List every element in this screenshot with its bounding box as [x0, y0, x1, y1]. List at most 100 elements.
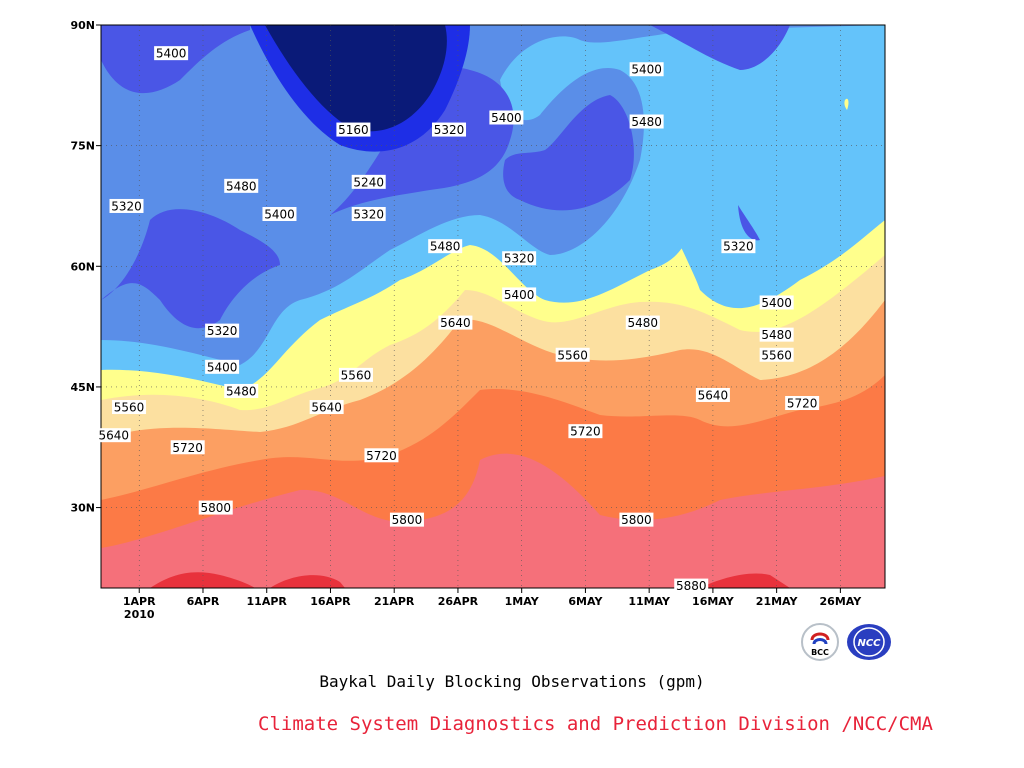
- svg-text:5480: 5480: [761, 328, 792, 342]
- contour-label: 5480: [625, 315, 660, 330]
- contour-label: 5800: [198, 500, 233, 515]
- x-tick-label: 6MAY: [568, 595, 603, 608]
- svg-text:5400: 5400: [491, 111, 522, 125]
- contour-label: 5480: [428, 239, 463, 254]
- y-tick-label: 75N: [70, 140, 95, 153]
- contour-label: 5560: [555, 347, 590, 362]
- svg-text:5800: 5800: [200, 501, 231, 515]
- contour-label: 5800: [389, 512, 424, 527]
- svg-text:5560: 5560: [761, 348, 792, 362]
- credit-line: Climate System Diagnostics and Predictio…: [258, 713, 933, 735]
- contour-label: 5800: [619, 512, 654, 527]
- x-tick-label: 21APR: [374, 595, 415, 608]
- svg-text:5720: 5720: [570, 425, 601, 439]
- contour-label: 5400: [205, 359, 240, 374]
- x-axis-year-label: 2010: [124, 608, 155, 621]
- x-tick-label: 26MAY: [820, 595, 863, 608]
- contour-label: 5480: [224, 178, 259, 193]
- contour-label: 5320: [351, 207, 386, 222]
- svg-text:5480: 5480: [631, 115, 662, 129]
- svg-text:5400: 5400: [631, 63, 662, 77]
- svg-text:5640: 5640: [311, 401, 342, 415]
- bcc-logo: BCC: [801, 623, 839, 661]
- svg-text:5640: 5640: [98, 429, 129, 443]
- band-above-5880-b: [270, 575, 345, 588]
- contour-label: 5400: [262, 207, 297, 222]
- svg-text:5560: 5560: [341, 368, 372, 382]
- contour-label: 5160: [336, 122, 371, 137]
- ncc-logo: NCC: [847, 624, 891, 660]
- svg-text:5880: 5880: [676, 579, 707, 593]
- ncc-logo-text: NCC: [857, 638, 881, 649]
- svg-text:5160: 5160: [338, 123, 369, 137]
- contour-fills: [101, 25, 885, 588]
- contour-label: 5320: [721, 239, 756, 254]
- svg-text:5720: 5720: [787, 397, 818, 411]
- contour-label: 5560: [112, 400, 147, 415]
- contour-label: 5640: [309, 400, 344, 415]
- contour-label: 5320: [432, 122, 467, 137]
- contour-label: 5480: [224, 383, 259, 398]
- contour-label: 5320: [205, 323, 240, 338]
- plot-frame: [100, 24, 886, 589]
- svg-text:5400: 5400: [207, 360, 238, 374]
- svg-text:5320: 5320: [434, 123, 465, 137]
- svg-text:5320: 5320: [504, 252, 535, 266]
- svg-text:5320: 5320: [353, 208, 384, 222]
- contour-label: 5560: [759, 347, 794, 362]
- x-tick-label: 1APR: [123, 595, 156, 608]
- contour-label: 5720: [170, 440, 205, 455]
- contour-label: 5400: [489, 110, 524, 125]
- x-tick-label: 21MAY: [756, 595, 799, 608]
- contour-label: 5640: [96, 428, 131, 443]
- svg-text:5720: 5720: [172, 441, 203, 455]
- x-tick-label: 26APR: [438, 595, 479, 608]
- contour-label: 5880: [674, 578, 709, 593]
- y-tick-label: 45N: [70, 381, 95, 394]
- contour-chart: 5400 5480 5320 5400 5160 5240 5320 5320 5400 5400…: [70, 19, 886, 621]
- svg-text:5560: 5560: [557, 348, 588, 362]
- x-tick-label: 16APR: [310, 595, 351, 608]
- x-tick-label: 11MAY: [628, 595, 671, 608]
- x-tick-label: 11APR: [247, 595, 288, 608]
- svg-text:5480: 5480: [226, 179, 257, 193]
- contour-label: 5560: [338, 367, 373, 382]
- y-axis-ticks: 30N 45N 60N 75N 90N: [70, 19, 101, 515]
- bcc-logo-text: BCC: [811, 648, 829, 657]
- contour-labels: 5400 5480 5320 5400 5160 5240 5320 5320 5400 5400…: [96, 46, 820, 593]
- svg-text:5800: 5800: [392, 513, 423, 527]
- chart-caption: Baykal Daily Blocking Observations (gpm): [319, 672, 705, 691]
- y-tick-label: 60N: [70, 260, 95, 273]
- svg-text:5640: 5640: [698, 388, 729, 402]
- contour-label: 5480: [629, 114, 664, 129]
- svg-text:5320: 5320: [111, 199, 142, 213]
- band-above-5880-c: [700, 573, 790, 588]
- x-tick-label: 6APR: [187, 595, 220, 608]
- y-tick-label: 30N: [70, 502, 95, 515]
- contour-label: 5720: [568, 424, 603, 439]
- contour-label: 5400: [154, 46, 189, 61]
- band-5320-5400: [101, 25, 885, 365]
- svg-text:5720: 5720: [366, 449, 397, 463]
- contour-label: 5240: [351, 174, 386, 189]
- contour-label: 5640: [695, 387, 730, 402]
- x-tick-label: 16MAY: [692, 595, 735, 608]
- svg-text:5480: 5480: [430, 240, 461, 254]
- svg-text:5320: 5320: [207, 324, 238, 338]
- svg-text:5480: 5480: [628, 316, 659, 330]
- svg-text:5400: 5400: [504, 288, 535, 302]
- contour-label: 5400: [759, 295, 794, 310]
- contour-label: 5720: [364, 448, 399, 463]
- svg-text:5400: 5400: [264, 208, 295, 222]
- contour-label: 5400: [629, 62, 664, 77]
- x-axis-ticks: 1APR 6APR 11APR 16APR 21APR 26APR 1MAY 6MAY 11MA…: [123, 588, 862, 608]
- svg-text:5400: 5400: [761, 296, 792, 310]
- band-5480-5560-dot: [844, 98, 849, 110]
- contour-label: 5320: [502, 251, 537, 266]
- contour-label: 5640: [438, 315, 473, 330]
- svg-text:5480: 5480: [226, 384, 257, 398]
- band-below-5160: [265, 25, 447, 132]
- svg-text:5320: 5320: [723, 240, 754, 254]
- y-tick-label: 90N: [70, 19, 95, 32]
- band-5240-5320-north: [101, 25, 790, 241]
